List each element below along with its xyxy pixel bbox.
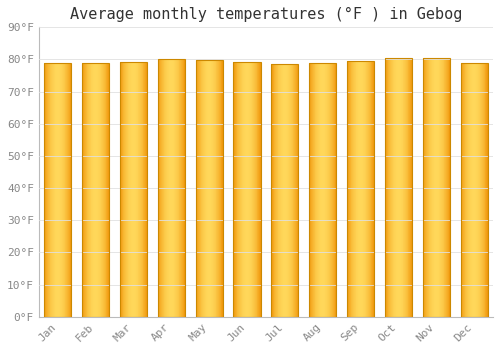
Bar (460, 63, 488, 317)
Bar (196, 60, 223, 317)
Bar (234, 62, 260, 317)
Bar (158, 59, 185, 317)
Bar (82, 63, 109, 317)
Bar (385, 58, 412, 317)
Title: Average monthly temperatures (°F ) in Gebog: Average monthly temperatures (°F ) in Ge… (70, 7, 462, 22)
Bar (44, 63, 72, 317)
Bar (347, 61, 374, 317)
Bar (120, 62, 147, 317)
Bar (422, 57, 450, 317)
Bar (309, 63, 336, 317)
Bar (271, 64, 298, 317)
